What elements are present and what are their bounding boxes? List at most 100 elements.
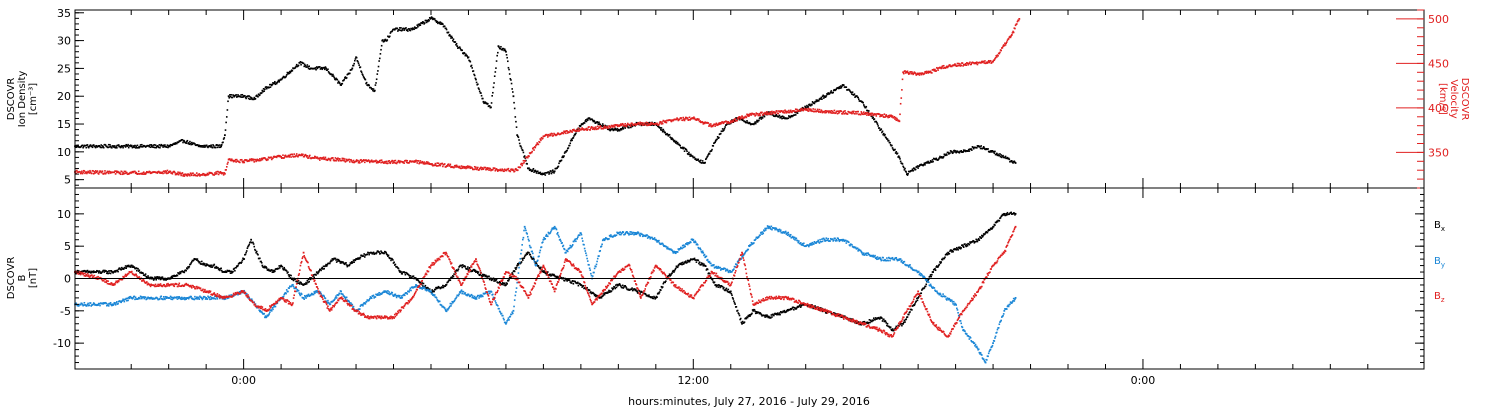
data-dot bbox=[484, 166, 487, 169]
data-dot bbox=[697, 259, 700, 262]
data-dot bbox=[154, 276, 157, 279]
data-dot bbox=[98, 171, 101, 174]
data-dot bbox=[320, 292, 322, 295]
data-dot bbox=[124, 267, 126, 269]
data-dot bbox=[828, 111, 830, 114]
data-dot bbox=[648, 123, 650, 125]
data-dot bbox=[717, 123, 720, 126]
data-dot bbox=[385, 162, 387, 164]
data-dot bbox=[297, 282, 299, 285]
data-dot bbox=[279, 267, 281, 269]
data-dot bbox=[404, 273, 407, 276]
data-dot bbox=[703, 263, 705, 266]
data-dot bbox=[887, 114, 890, 117]
data-dot bbox=[877, 316, 880, 319]
data-dot bbox=[348, 263, 351, 266]
data-dot bbox=[132, 265, 134, 267]
data-dot bbox=[911, 309, 913, 311]
data-dot bbox=[358, 308, 361, 310]
data-dot bbox=[951, 251, 953, 253]
data-dot bbox=[507, 280, 510, 282]
data-dot bbox=[764, 113, 767, 116]
data-dot bbox=[953, 149, 956, 152]
data-dot bbox=[661, 130, 664, 133]
data-dot bbox=[807, 110, 810, 112]
data-dot bbox=[629, 123, 632, 126]
data-dot bbox=[166, 172, 168, 175]
data-dot bbox=[883, 113, 886, 115]
data-dot bbox=[996, 154, 999, 157]
data-dot bbox=[109, 145, 112, 148]
data-dot bbox=[141, 173, 143, 175]
data-dot bbox=[144, 274, 146, 277]
data-dot bbox=[485, 102, 488, 104]
data-dot bbox=[513, 107, 516, 110]
data-dot bbox=[164, 170, 167, 172]
data-dot bbox=[560, 159, 563, 162]
data-dot bbox=[305, 154, 307, 157]
data-dot bbox=[465, 167, 467, 170]
data-dot bbox=[575, 130, 577, 133]
data-dot bbox=[387, 162, 389, 165]
data-dot bbox=[946, 154, 948, 156]
data-dot bbox=[822, 94, 824, 97]
data-dot bbox=[465, 165, 468, 168]
data-dot bbox=[485, 275, 488, 278]
data-dot bbox=[468, 165, 471, 168]
data-dot bbox=[540, 136, 543, 139]
data-dot bbox=[781, 311, 784, 314]
data-dot bbox=[712, 145, 715, 147]
data-dot bbox=[431, 289, 434, 291]
data-dot bbox=[417, 23, 420, 26]
data-dot bbox=[305, 281, 307, 284]
data-dot bbox=[358, 257, 361, 260]
data-dot bbox=[675, 265, 678, 268]
data-dot bbox=[708, 125, 710, 127]
data-dot bbox=[687, 260, 690, 263]
data-dot bbox=[135, 145, 138, 147]
data-dot bbox=[455, 270, 457, 272]
data-dot bbox=[593, 128, 596, 131]
data-dot bbox=[744, 115, 747, 118]
data-dot bbox=[998, 154, 1001, 157]
data-dot bbox=[498, 169, 501, 172]
data-dot bbox=[1012, 213, 1014, 215]
data-dot bbox=[609, 129, 612, 132]
data-dot bbox=[566, 280, 568, 282]
data-dot bbox=[546, 134, 548, 137]
data-dot bbox=[283, 293, 286, 296]
data-dot bbox=[813, 102, 816, 105]
data-dot bbox=[658, 123, 660, 126]
data-point bbox=[913, 167, 916, 170]
data-dot bbox=[614, 127, 617, 130]
data-point bbox=[497, 45, 500, 48]
data-dot bbox=[676, 266, 679, 269]
data-dot bbox=[269, 270, 272, 272]
data-dot bbox=[418, 23, 421, 25]
data-dot bbox=[616, 283, 618, 286]
data-dot bbox=[588, 289, 591, 292]
data-dot bbox=[320, 158, 323, 160]
data-dot bbox=[694, 259, 697, 261]
data-dot bbox=[253, 245, 256, 248]
data-dot bbox=[99, 170, 102, 173]
data-dot bbox=[630, 126, 632, 129]
data-dot bbox=[375, 78, 378, 81]
data-dot bbox=[714, 141, 716, 144]
data-dot bbox=[109, 270, 111, 272]
data-dot bbox=[720, 122, 723, 124]
data-dot bbox=[778, 115, 780, 118]
data-dot bbox=[343, 160, 345, 162]
data-dot bbox=[779, 313, 781, 316]
data-dot bbox=[729, 291, 731, 294]
data-dot bbox=[509, 78, 512, 80]
data-dot bbox=[473, 168, 475, 171]
data-dot bbox=[249, 158, 252, 161]
data-dot bbox=[274, 305, 277, 308]
data-dot bbox=[119, 172, 121, 174]
data-dot bbox=[766, 314, 768, 316]
data-dot bbox=[570, 138, 573, 141]
data-dot bbox=[876, 123, 879, 125]
data-dot bbox=[735, 117, 738, 119]
data-dot bbox=[611, 126, 614, 128]
